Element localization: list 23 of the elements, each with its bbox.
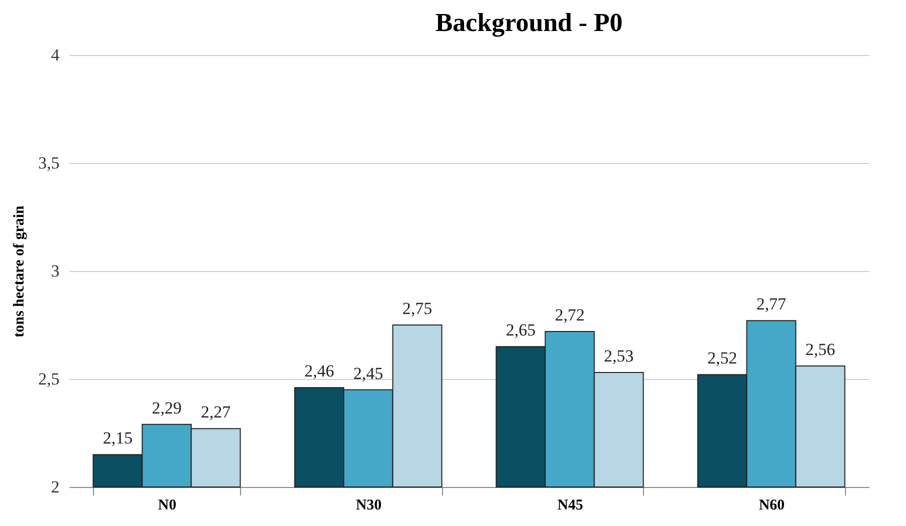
y-tick-label: 3,5 bbox=[38, 154, 60, 172]
data-label: 2,72 bbox=[554, 305, 585, 324]
x-tick-label: N0 bbox=[158, 498, 176, 514]
data-label: 2,15 bbox=[102, 428, 133, 448]
data-label: 2,29 bbox=[152, 398, 182, 418]
data-label: 2,27 bbox=[200, 402, 232, 422]
y-tick-label: 4 bbox=[51, 46, 60, 64]
data-label: 2,65 bbox=[506, 320, 536, 340]
y-tick-label: 3 bbox=[51, 262, 60, 280]
data-label: 2,75 bbox=[402, 299, 432, 318]
x-tick-label: N60 bbox=[758, 498, 785, 514]
y-axis-title: tons hectare of grain bbox=[11, 204, 28, 338]
data-label: 2,46 bbox=[304, 362, 334, 381]
y-tick-label: 2 bbox=[51, 478, 60, 496]
chart-title: Background - P0 bbox=[435, 8, 623, 37]
data-label: 2,52 bbox=[707, 348, 738, 368]
y-tick-label: 2,5 bbox=[38, 370, 60, 388]
data-label: 2,77 bbox=[756, 294, 787, 314]
x-tick-label: N45 bbox=[557, 498, 584, 514]
data-label: 2,45 bbox=[353, 364, 384, 383]
x-tick-label: N30 bbox=[356, 498, 382, 514]
data-label: 2,53 bbox=[604, 346, 634, 366]
data-label: 2,56 bbox=[805, 340, 836, 360]
